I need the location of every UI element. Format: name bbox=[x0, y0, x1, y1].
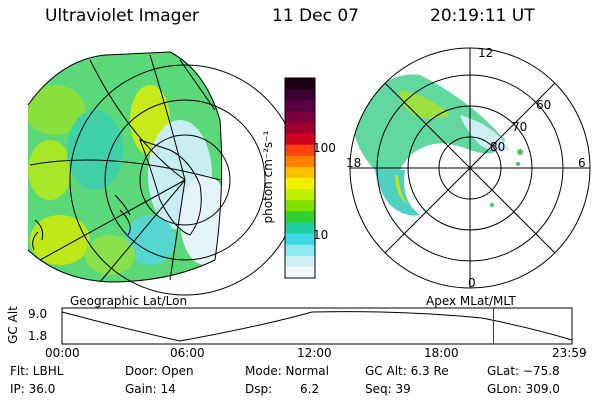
colorbar-tick-100: 100 bbox=[313, 141, 336, 155]
colorbar-band bbox=[285, 155, 315, 168]
altitude-ylabel: GC Alt bbox=[6, 306, 20, 344]
colorbar-band bbox=[285, 111, 315, 123]
flt-info: Flt: LBHL bbox=[10, 364, 64, 378]
colorbar-band bbox=[285, 266, 315, 279]
colorbar-band bbox=[285, 222, 315, 235]
altitude-ytick-max: 9.0 bbox=[28, 307, 48, 321]
colorbar-band bbox=[285, 166, 315, 179]
colorbar-band bbox=[285, 233, 315, 246]
dsp-label: Dsp: bbox=[245, 382, 273, 396]
colorbar-label: photon cm⁻²s⁻¹ bbox=[261, 130, 275, 224]
time-tick-2359: 23:59 bbox=[552, 346, 587, 360]
colorbar-band bbox=[285, 200, 315, 212]
lat-label-70: 70 bbox=[512, 120, 528, 134]
mlt-label-6: 6 bbox=[578, 156, 586, 170]
time-tick-1800: 18:00 bbox=[424, 346, 459, 360]
colorbar-border bbox=[284, 77, 316, 279]
colorbar-band bbox=[285, 122, 315, 135]
gain-info: Gain: 14 bbox=[125, 382, 176, 396]
door-info: Door: Open bbox=[125, 364, 194, 378]
altitude-ytick-min: 1.8 bbox=[28, 329, 48, 343]
time-tick-0600: 06:00 bbox=[170, 346, 205, 360]
colorbar-band bbox=[285, 100, 315, 112]
colorbar-band bbox=[285, 189, 315, 201]
date-label: 11 Dec 07 bbox=[272, 6, 359, 26]
ip-info: IP: 36.0 bbox=[10, 382, 56, 396]
colorbar-tick-10: 10 bbox=[313, 228, 329, 242]
gcalt-info: GC Alt: 6.3 Re bbox=[365, 364, 449, 378]
time-label: 20:19:11 UT bbox=[430, 6, 535, 26]
mlt-label-12: 12 bbox=[478, 46, 494, 60]
lat-label-60: 60 bbox=[536, 98, 552, 112]
dsp-value: 6.2 bbox=[300, 382, 320, 396]
time-tick-0000: 00:00 bbox=[45, 346, 80, 360]
glon-info: GLon: 309.0 bbox=[487, 382, 560, 396]
magnetic-panel-label: Apex MLat/MLT bbox=[426, 294, 516, 308]
time-tick-1200: 12:00 bbox=[297, 346, 332, 360]
colorbar-band bbox=[285, 144, 315, 157]
mode-info: Mode: Normal bbox=[245, 364, 329, 378]
colorbar-band bbox=[285, 211, 315, 223]
colorbar bbox=[284, 77, 316, 279]
mlt-label-0: 0 bbox=[468, 276, 476, 290]
altitude-plot bbox=[61, 307, 573, 345]
colorbar-band bbox=[285, 244, 315, 257]
colorbar-band bbox=[285, 255, 315, 268]
seq-info: Seq: 39 bbox=[365, 382, 411, 396]
instrument-title: Ultraviolet Imager bbox=[45, 6, 199, 26]
mlt-label-18: 18 bbox=[346, 156, 362, 170]
glat-info: GLat: −75.8 bbox=[487, 364, 560, 378]
geographic-panel-label: Geographic Lat/Lon bbox=[70, 294, 188, 308]
colorbar-band bbox=[285, 89, 315, 101]
colorbar-band bbox=[285, 78, 315, 90]
colorbar-band bbox=[285, 178, 315, 190]
lat-label-80: 80 bbox=[490, 140, 506, 154]
colorbar-band bbox=[285, 133, 315, 146]
